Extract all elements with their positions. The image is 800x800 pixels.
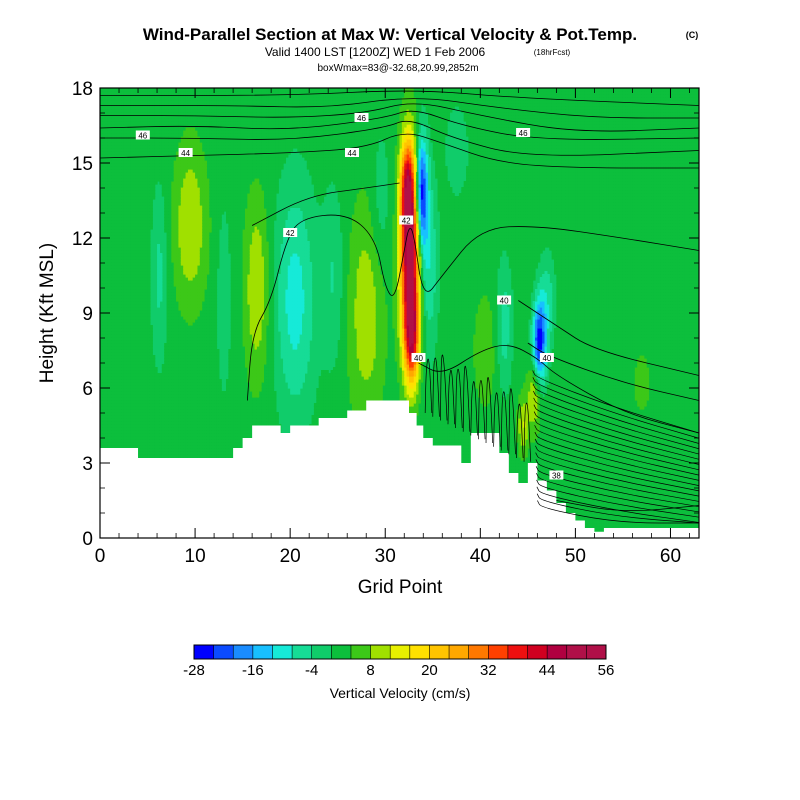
velocity-cell	[152, 355, 155, 359]
velocity-cell	[157, 244, 160, 248]
velocity-cell	[159, 253, 162, 257]
velocity-cell	[150, 325, 153, 329]
chart-subsubtitle: boxWmax=83@-32.68,20.99,2852m	[317, 63, 478, 74]
velocity-cell	[155, 367, 158, 371]
chart-subtitle: Valid 1400 LST [1200Z] WED 1 Feb 2006	[265, 45, 486, 59]
chart-title-mark: (C)	[686, 30, 699, 40]
chart-subtitle-note: (18hrFcst)	[534, 48, 571, 57]
chart-title: Wind-Parallel Section at Max W: Vertical…	[143, 25, 637, 44]
